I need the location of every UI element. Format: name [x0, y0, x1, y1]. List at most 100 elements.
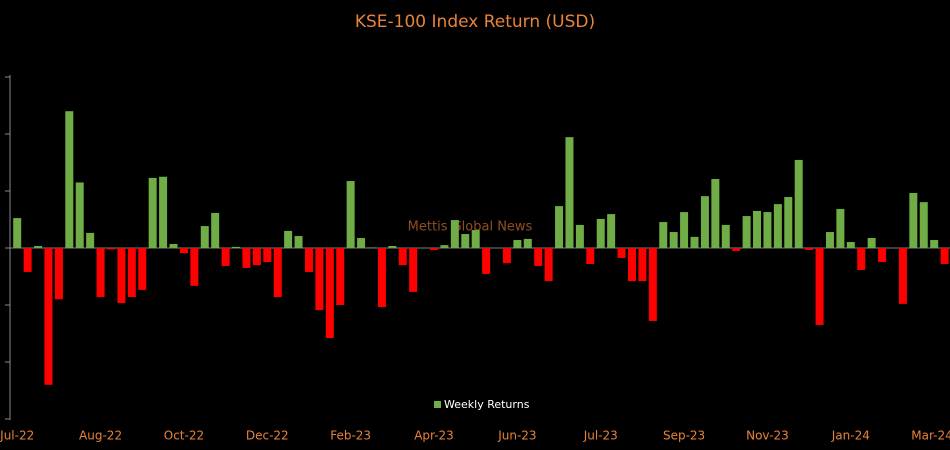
bar: [23, 248, 32, 272]
bar: [367, 247, 376, 248]
bar: [909, 192, 918, 248]
bar: [336, 248, 345, 305]
x-tick-label: Dec-22: [246, 429, 289, 443]
bar: [607, 214, 616, 248]
bar: [940, 248, 949, 264]
bar: [65, 111, 74, 248]
x-tick-label: Aug-22: [79, 429, 122, 443]
bar: [638, 248, 647, 282]
bar: [273, 248, 282, 298]
bar: [304, 248, 313, 272]
x-tick-label: Sep-23: [663, 429, 705, 443]
bar: [357, 238, 366, 248]
bar: [763, 212, 772, 248]
bar: [34, 246, 43, 248]
bar: [13, 218, 22, 248]
bar: [138, 248, 147, 290]
bar: [805, 248, 814, 250]
bar: [430, 248, 439, 250]
bar: [825, 232, 834, 248]
x-tick-label: Oct-22: [164, 429, 204, 443]
bar: [86, 232, 95, 248]
bar: [200, 226, 209, 248]
watermark: Mettis Global News: [408, 220, 533, 235]
bar: [711, 179, 720, 248]
x-tick-label: Nov-23: [746, 429, 789, 443]
bar: [232, 246, 241, 248]
bar: [461, 234, 470, 248]
bar: [794, 159, 803, 248]
bar: [732, 248, 741, 251]
bar: [878, 248, 887, 262]
bar: [867, 238, 876, 248]
bar: [96, 248, 105, 298]
bar: [179, 248, 188, 254]
bar: [211, 212, 220, 248]
bar: [127, 248, 136, 298]
bar: [440, 245, 449, 248]
chart-title: KSE-100 Index Return (USD): [355, 12, 595, 32]
bar: [471, 230, 480, 248]
bar: [117, 248, 126, 304]
bar: [815, 248, 824, 325]
bar: [252, 248, 261, 266]
bar: [586, 248, 595, 264]
bar: [753, 210, 762, 248]
bar: [221, 248, 230, 266]
bar: [409, 248, 418, 292]
bar: [721, 224, 730, 248]
bar: [659, 222, 668, 248]
bar: [648, 248, 657, 321]
bar: [450, 220, 459, 248]
bar: [325, 248, 334, 339]
x-tick-label: Jul-23: [583, 429, 618, 443]
bar: [565, 137, 574, 248]
bar: [263, 248, 272, 262]
bar: [513, 240, 522, 248]
bar: [555, 206, 564, 248]
x-tick-label: Jan-24: [831, 429, 870, 443]
bar: [669, 232, 678, 248]
legend-swatch: [434, 401, 441, 408]
bar: [169, 244, 178, 248]
bar: [190, 248, 199, 286]
bar: [242, 248, 251, 268]
bar: [596, 218, 605, 248]
x-tick-label: Apr-23: [414, 429, 454, 443]
bar: [784, 196, 793, 248]
bar: [44, 248, 53, 385]
bar: [388, 246, 397, 248]
bar: [377, 248, 386, 307]
bar: [159, 176, 168, 248]
bar: [148, 177, 157, 248]
bar: [898, 248, 907, 304]
bar: [398, 248, 407, 266]
bar: [627, 248, 636, 282]
bar: [106, 248, 115, 250]
bar: [75, 182, 84, 248]
bar: [544, 248, 553, 282]
bar: [575, 224, 584, 248]
bar: [700, 196, 709, 248]
x-tick-label: Mar-24: [911, 429, 950, 443]
x-tick-label: Jun-23: [497, 429, 536, 443]
bar: [54, 248, 63, 300]
bar: [690, 236, 699, 248]
bar: [294, 236, 303, 248]
bar: [773, 204, 782, 248]
bar: [502, 248, 511, 264]
bar: [680, 212, 689, 248]
bar: [284, 230, 293, 248]
bar: [836, 208, 845, 248]
bar: [857, 248, 866, 270]
bar: [482, 248, 491, 274]
bar: [534, 248, 543, 266]
bar: [617, 248, 626, 258]
bar: [742, 216, 751, 248]
legend-label: Weekly Returns: [444, 398, 530, 411]
bar: [523, 238, 532, 248]
bar: [846, 242, 855, 248]
bar: [346, 181, 355, 248]
